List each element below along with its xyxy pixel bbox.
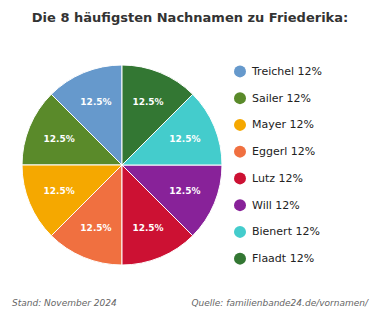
legend-swatch (234, 146, 246, 158)
data-label: 12.5% (44, 134, 75, 144)
legend-entry: Sailer 12% (252, 92, 311, 105)
legend-entry: Eggerl 12% (252, 145, 315, 158)
legend-swatch (234, 226, 246, 238)
data-label: 12.5% (80, 97, 111, 107)
footer-right: Quelle: familienbande24.de/vornamen/ (191, 298, 368, 308)
data-label: 12.5% (80, 223, 111, 233)
data-label: 12.5% (169, 186, 200, 196)
legend-swatch (234, 119, 246, 131)
slice-labels: 12.5% 12.5% 12.5% 12.5% 12.5% 12.5% 12.5% 12.5% (44, 97, 201, 233)
legend-entry: Will 12% (252, 199, 300, 212)
legend-swatch (234, 65, 246, 77)
legend-entry: Bienert 12% (252, 225, 320, 238)
chart: Die 8 häufigsten Nachnamen zu Friederika… (0, 0, 380, 316)
legend-entry: Mayer 12% (252, 118, 314, 131)
data-label: 12.5% (132, 97, 163, 107)
legend: Treichel 12% Sailer 12% Mayer 12% Eggerl 12… (234, 65, 322, 265)
footer-left: Stand: November 2024 (12, 298, 117, 308)
chart-container: Die 8 häufigsten Nachnamen zu Friederika… (0, 0, 380, 316)
legend-swatch (234, 199, 246, 211)
data-label: 12.5% (44, 186, 75, 196)
slice (122, 165, 222, 236)
legend-entry: Lutz 12% (252, 172, 303, 185)
legend-swatch (234, 172, 246, 184)
slice (51, 165, 122, 265)
data-label: 12.5% (132, 223, 163, 233)
data-label: 12.5% (169, 134, 200, 144)
slices (22, 65, 222, 265)
legend-swatch (234, 253, 246, 265)
slice (22, 94, 122, 165)
legend-entry: Treichel 12% (251, 65, 322, 78)
legend-entry: Flaadt 12% (252, 252, 314, 265)
slice (122, 65, 193, 165)
legend-swatch (234, 92, 246, 104)
title: Die 8 häufigsten Nachnamen zu Friederika… (32, 10, 348, 25)
